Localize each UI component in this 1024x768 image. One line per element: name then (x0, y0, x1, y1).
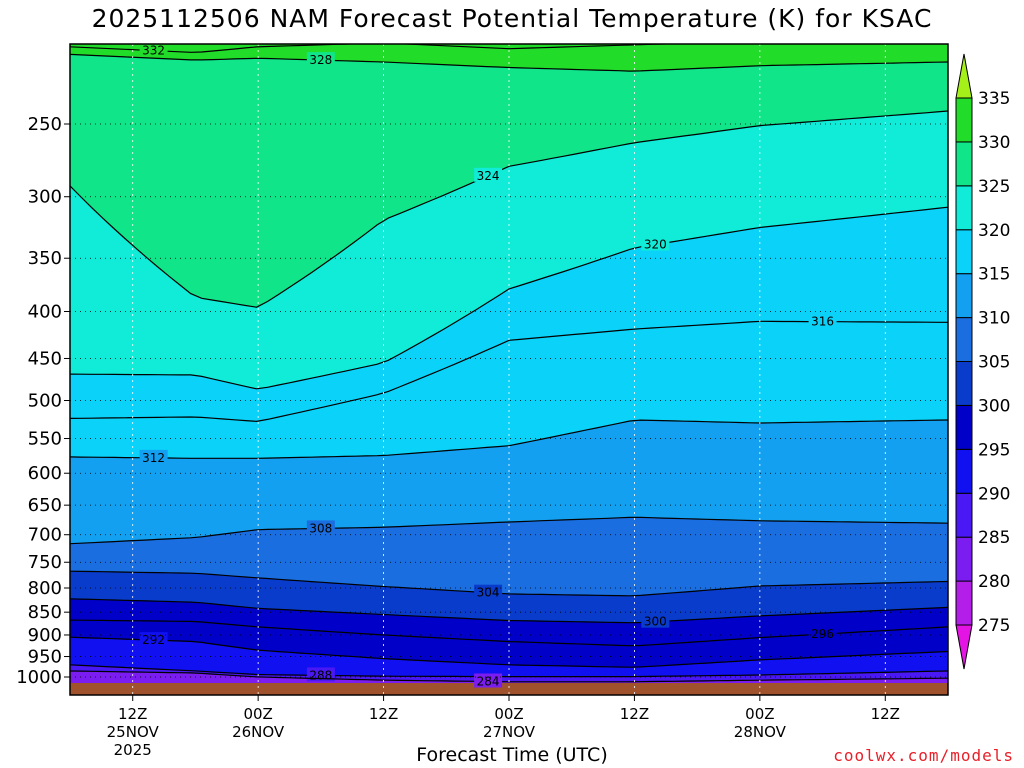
isotherm-label-304: 304 (477, 586, 500, 600)
isotherm-label-316: 316 (811, 315, 834, 329)
isotherm-label-bg (306, 52, 335, 67)
isotherm-line-288 (70, 664, 948, 678)
x-year-label: 2025 (114, 741, 152, 759)
colorbar-label-335: 335 (978, 89, 1010, 109)
isotherm-label-288: 288 (309, 668, 332, 682)
x-date-label: 25NOV (107, 723, 160, 741)
colorbar-segment-275 (955, 580, 973, 626)
y-tick-label: 700 (28, 525, 62, 546)
colorbar-label-275: 275 (978, 616, 1010, 636)
isotherm-line-324 (70, 110, 948, 308)
isotherm-label-284: 284 (477, 674, 500, 688)
colorbar-arrow-high (955, 53, 973, 99)
colorbar-segment-310 (955, 273, 973, 319)
isotherm-label-bg (808, 626, 837, 641)
y-tick-label: 650 (28, 495, 62, 516)
plot-area: 332 328 324 320 316 312 308 304 300 296 292 288 284 (70, 44, 948, 695)
colorbar-label-315: 315 (978, 265, 1010, 285)
y-tick-label: 600 (28, 463, 62, 484)
y-tick-label: 500 (28, 391, 62, 412)
x-tick-label: 00Z (494, 705, 523, 723)
isotherm-label-bg (306, 520, 335, 535)
x-date-label: 26NOV (232, 723, 285, 741)
x-tick-label: 00Z (745, 705, 774, 723)
colorbar-segment-325 (955, 141, 973, 187)
chart-title: 2025112506 NAM Forecast Potential Temper… (91, 4, 933, 33)
colorbar-segment-315 (955, 229, 973, 275)
colorbar-label-300: 300 (978, 396, 1010, 416)
isotherm-line-296 (70, 619, 948, 647)
y-tick-label: 250 (28, 114, 62, 135)
colorbar-arrow-low (955, 624, 973, 670)
colorbar-segment-305 (955, 317, 973, 363)
y-tick-label: 950 (28, 647, 62, 668)
y-tick-label: 450 (28, 348, 62, 369)
colorbar-segment-280 (955, 536, 973, 582)
y-tick-label: 800 (28, 578, 62, 599)
x-axis-label: Forecast Time (UTC) (416, 744, 608, 766)
y-tick-label: 350 (28, 248, 62, 269)
colorbar-segment-300 (955, 361, 973, 406)
x-tick-label: 12Z (871, 705, 900, 723)
isotherm-label-312: 312 (142, 451, 165, 465)
colorbar-label-305: 305 (978, 353, 1010, 373)
y-tick-label: 900 (28, 625, 62, 646)
isotherm-label-296: 296 (811, 627, 834, 641)
colorbar-segment-320 (955, 185, 973, 231)
isotherm-label-332: 332 (142, 44, 165, 58)
colorbar-segment-330 (955, 97, 973, 143)
isotherm-label-308: 308 (309, 521, 332, 535)
isotherm-line-304 (70, 570, 948, 597)
colorbar-label-325: 325 (978, 177, 1010, 197)
colorbar-segment-290 (955, 448, 973, 494)
surface-terrain (70, 683, 948, 695)
isotherm-line-292 (70, 636, 948, 668)
isotherm-label-bg (474, 167, 503, 182)
colorbar-segment-285 (955, 492, 973, 538)
colorbar-label-285: 285 (978, 528, 1010, 548)
isotherm-line-328 (70, 53, 948, 72)
isotherm-line-312 (70, 419, 948, 459)
isotherm-label-bg (641, 236, 670, 251)
colorbar-segment-295 (955, 404, 973, 450)
isotherm-label-292: 292 (142, 633, 165, 647)
x-date-label: 28NOV (734, 723, 787, 741)
isotherm-line-316 (70, 320, 948, 423)
y-tick-label: 850 (28, 602, 62, 623)
isotherm-label-300: 300 (644, 615, 667, 629)
x-date-label: 27NOV (483, 723, 536, 741)
isotherm-label-bg (641, 613, 670, 628)
isotherm-line-320 (70, 206, 948, 390)
y-tick-label: 750 (28, 552, 62, 573)
credit-text[interactable]: coolwx.com/models (833, 746, 1014, 765)
colorbar-label-310: 310 (978, 309, 1010, 329)
colorbar-label-320: 320 (978, 221, 1010, 241)
colorbar-label-280: 280 (978, 572, 1010, 592)
isotherm-label-328: 328 (309, 53, 332, 67)
isotherm-label-bg (139, 632, 168, 647)
isotherm-label-bg (139, 44, 168, 57)
colorbar-label-330: 330 (978, 133, 1010, 153)
x-tick-label: 12Z (620, 705, 649, 723)
y-tick-label: 1000 (16, 667, 62, 688)
x-tick-label: 00Z (243, 705, 272, 723)
y-tick-label: 550 (28, 429, 62, 450)
y-tick-label: 300 (28, 187, 62, 208)
isotherm-line-308 (70, 516, 948, 545)
x-tick-label: 12Z (369, 705, 398, 723)
isotherm-label-324: 324 (477, 169, 500, 183)
colorbar-label-290: 290 (978, 484, 1010, 504)
y-tick-label: 400 (28, 301, 62, 322)
colorbar-label-295: 295 (978, 440, 1010, 460)
isotherm-label-320: 320 (644, 238, 667, 252)
isotherm-label-bg (808, 313, 837, 328)
x-tick-label: 12Z (118, 705, 147, 723)
isotherm-label-bg (139, 449, 168, 464)
isotherm-line-332 (70, 44, 681, 53)
